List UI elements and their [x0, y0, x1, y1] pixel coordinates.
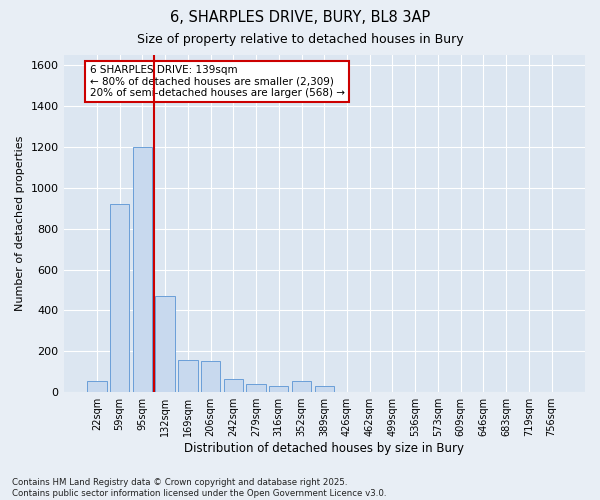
- Text: Contains HM Land Registry data © Crown copyright and database right 2025.
Contai: Contains HM Land Registry data © Crown c…: [12, 478, 386, 498]
- Bar: [133, 147, 152, 392]
- Bar: [224, 379, 243, 392]
- Bar: [155, 296, 175, 392]
- Bar: [201, 360, 220, 392]
- Bar: [110, 204, 130, 392]
- Bar: [178, 360, 197, 392]
- X-axis label: Distribution of detached houses by size in Bury: Distribution of detached houses by size …: [184, 442, 464, 455]
- Bar: [292, 381, 311, 392]
- Bar: [247, 384, 266, 392]
- Text: 6, SHARPLES DRIVE, BURY, BL8 3AP: 6, SHARPLES DRIVE, BURY, BL8 3AP: [170, 10, 430, 25]
- Bar: [87, 381, 107, 392]
- Bar: [269, 386, 289, 392]
- Text: Size of property relative to detached houses in Bury: Size of property relative to detached ho…: [137, 32, 463, 46]
- Y-axis label: Number of detached properties: Number of detached properties: [15, 136, 25, 312]
- Bar: [314, 386, 334, 392]
- Text: 6 SHARPLES DRIVE: 139sqm
← 80% of detached houses are smaller (2,309)
20% of sem: 6 SHARPLES DRIVE: 139sqm ← 80% of detach…: [89, 65, 344, 98]
